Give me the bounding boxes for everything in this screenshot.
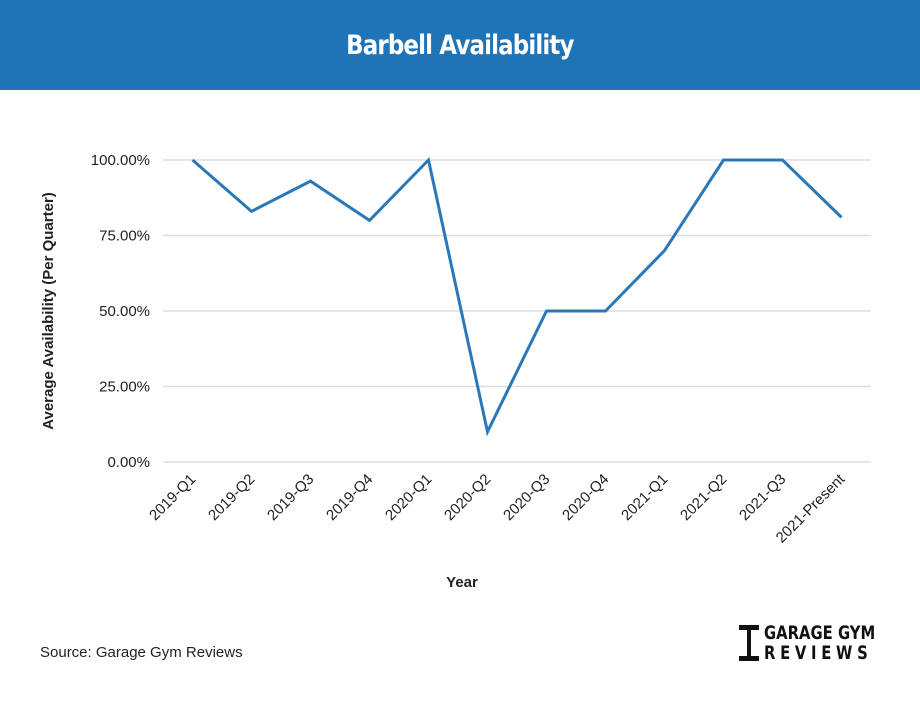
- y-tick-label: 0.00%: [107, 454, 150, 471]
- source-note: Source: Garage Gym Reviews: [40, 644, 243, 661]
- y-tick-label: 25.00%: [99, 379, 150, 396]
- x-tick-label: 2020-Q3: [500, 471, 553, 524]
- x-tick-label: 2021-Q2: [677, 471, 730, 524]
- header-banner: Barbell Availability: [0, 0, 920, 90]
- x-tick-label: 2020-Q2: [441, 471, 494, 524]
- x-tick-label: 2019-Q1: [146, 471, 199, 524]
- logo-line-2: REVIEWS: [764, 642, 873, 664]
- x-tick-label: 2021-Q3: [736, 471, 789, 524]
- x-tick-label: 2020-Q4: [559, 471, 612, 524]
- y-tick-label: 50.00%: [99, 303, 150, 320]
- y-axis-label: Average Availability (Per Quarter): [40, 192, 57, 430]
- series-line: [191, 156, 843, 437]
- chart-title: Barbell Availability: [346, 29, 574, 61]
- x-tick-label: 2019-Q2: [205, 471, 258, 524]
- x-tick-label: 2019-Q4: [323, 471, 376, 524]
- garage-gym-reviews-logo: GARAGE GYM REVIEWS: [738, 623, 907, 663]
- x-tick-label: 2021-Q1: [618, 471, 671, 524]
- x-tick-label: 2020-Q1: [382, 471, 435, 524]
- barbell-icon: [739, 625, 759, 661]
- y-tick-label: 100.00%: [91, 152, 150, 169]
- logo-line-1: GARAGE GYM: [764, 622, 876, 644]
- x-tick-label: 2019-Q3: [264, 471, 317, 524]
- y-tick-label: 75.00%: [99, 228, 150, 245]
- x-axis-label: Year: [446, 574, 478, 591]
